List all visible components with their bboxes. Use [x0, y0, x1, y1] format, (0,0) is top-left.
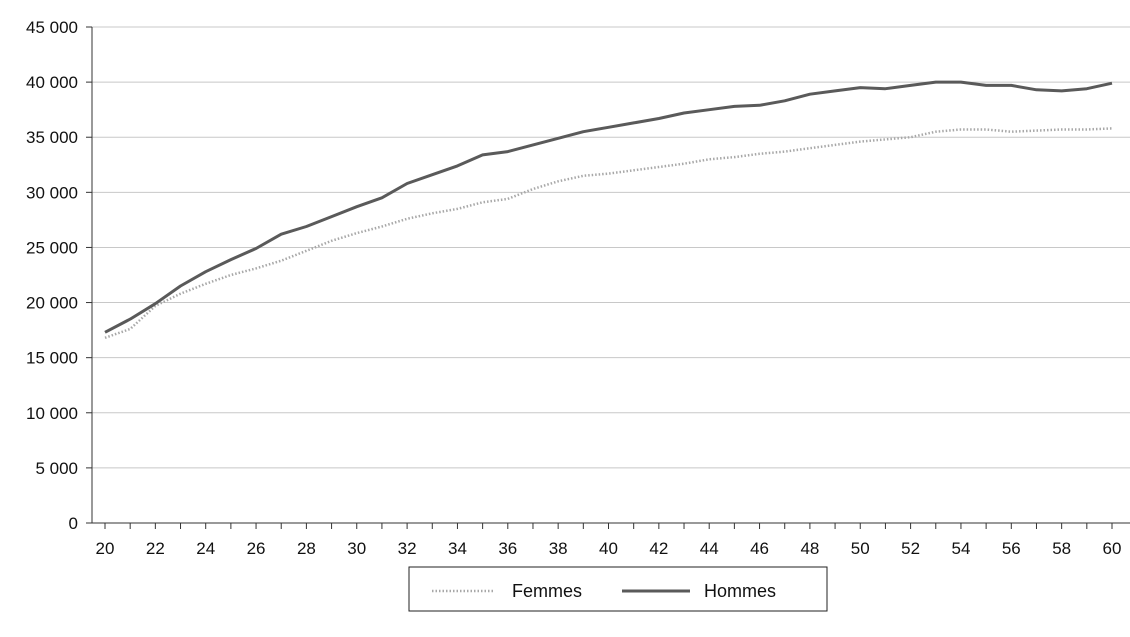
y-tick-label: 35 000 [26, 128, 78, 147]
y-tick-label: 15 000 [26, 349, 78, 368]
x-tick-label: 26 [247, 539, 266, 558]
x-tick-label: 40 [599, 539, 618, 558]
x-tick-label: 48 [800, 539, 819, 558]
x-tick-label: 24 [196, 539, 215, 558]
x-tick-label: 46 [750, 539, 769, 558]
y-tick-label: 0 [69, 514, 78, 533]
legend-label-hommes: Hommes [704, 581, 776, 601]
series-line-femmes [104, 127, 1113, 339]
x-tick-label: 34 [448, 539, 467, 558]
x-tick-label: 60 [1103, 539, 1122, 558]
legend-label-femmes: Femmes [512, 581, 582, 601]
x-tick-label: 54 [951, 539, 970, 558]
x-tick-label: 20 [96, 539, 115, 558]
y-tick-label: 10 000 [26, 404, 78, 423]
x-tick-label: 36 [498, 539, 517, 558]
y-tick-label: 5 000 [35, 459, 78, 478]
y-tick-label: 45 000 [26, 18, 78, 37]
legend: Femmes Hommes [408, 566, 828, 612]
x-tick-label: 30 [347, 539, 366, 558]
x-tick-label: 38 [549, 539, 568, 558]
y-tick-label: 30 000 [26, 183, 78, 202]
x-tick-label: 32 [398, 539, 417, 558]
x-tick-label: 44 [700, 539, 719, 558]
legend-box [408, 566, 828, 612]
x-tick-label: 56 [1002, 539, 1021, 558]
x-tick-label: 58 [1052, 539, 1071, 558]
x-tick-label: 50 [851, 539, 870, 558]
series-line-hommes [104, 80, 1113, 334]
x-tick-label: 28 [297, 539, 316, 558]
axes: 0 5 000 10 000 15 000 20 000 25 000 30 000 35 0… [26, 18, 1130, 558]
y-tick-label: 40 000 [26, 73, 78, 92]
series-lines [104, 80, 1113, 339]
x-tick-label: 42 [649, 539, 668, 558]
y-tick-label: 20 000 [26, 294, 78, 313]
gridlines [92, 26, 1130, 469]
y-tick-label: 25 000 [26, 238, 78, 257]
x-tick-label: 22 [146, 539, 165, 558]
x-tick-label: 52 [901, 539, 920, 558]
